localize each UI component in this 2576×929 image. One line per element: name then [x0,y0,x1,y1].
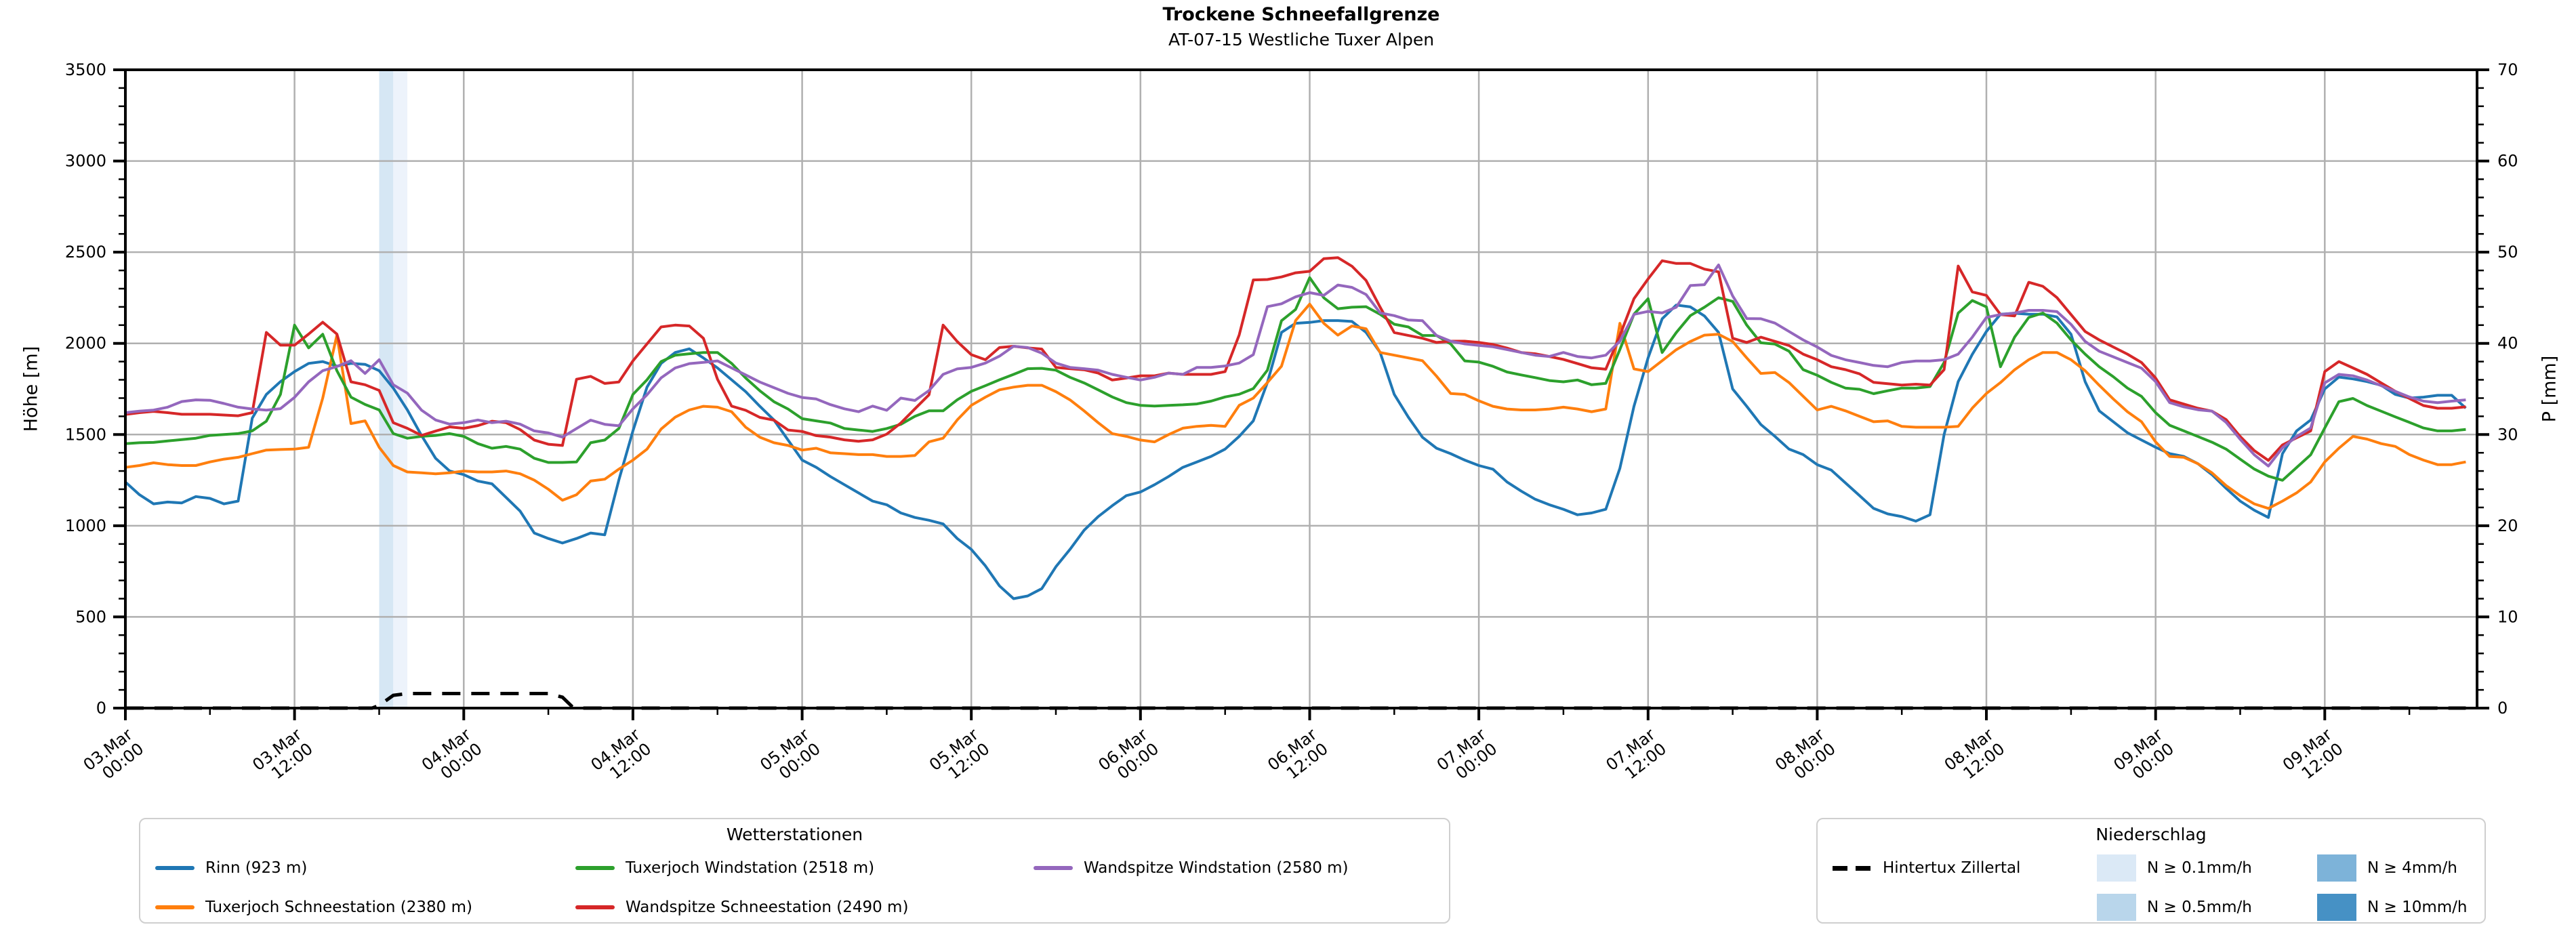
svg-text:03.Mar12:00: 03.Mar12:00 [249,725,316,789]
legend-item-label: N ≥ 0.1mm/h [2147,859,2252,877]
y-axis-label-right: P [mm] [2539,355,2560,423]
legend-patch-swatch [2097,854,2136,882]
y-axis-label-left: Höhe [m] [20,346,42,432]
tick-label-bottom: 07.Mar12:00 [1602,725,1670,789]
legend-item-label: N ≥ 10mm/h [2367,899,2468,916]
legend-line-swatch [1034,866,1073,870]
svg-text:06.Mar12:00: 06.Mar12:00 [1264,725,1332,789]
tick-label-right: 40 [2497,334,2518,353]
svg-text:05.Mar00:00: 05.Mar00:00 [756,725,824,789]
legend-line-swatch [155,905,195,909]
legend-niederschlag: Niederschlag Hintertux Zillertal N ≥ 0.1m… [1816,818,2486,924]
tick-label-left: 1500 [65,425,106,444]
tick-label-right: 20 [2497,516,2518,535]
series-tuxerjoch-windstation-2518-m- [125,276,2466,482]
series-wandspitze-schneestation-2490-m- [125,256,2466,462]
tick-label-bottom: 07.Mar00:00 [1433,725,1501,789]
legend-item-wandspitze-windstation-2580-m-: Wandspitze Windstation (2580 m) [1034,854,1349,882]
legend-item-rinn-923-m-: Rinn (923 m) [155,854,307,882]
chart-title: Trockene Schneefallgrenze [1162,4,1440,25]
legend-item-label: Tuxerjoch Schneestation (2380 m) [205,899,472,916]
plot-border [124,68,2478,709]
tick-label-right: 30 [2497,425,2518,444]
legend-dashed-line-swatch [1833,865,1872,871]
tick-label-bottom: 03.Mar00:00 [80,725,148,789]
series-tuxerjoch-schneestation-2380-m- [125,302,2466,510]
svg-text:09.Mar12:00: 09.Mar12:00 [2279,725,2347,789]
legend-patch-swatch [2317,854,2356,882]
svg-text:04.Mar12:00: 04.Mar12:00 [588,725,655,789]
tick-label-left: 2500 [65,243,106,262]
tick-label-left: 3000 [65,152,106,171]
tick-label-bottom: 09.Mar00:00 [2110,725,2178,789]
svg-text:05.Mar12:00: 05.Mar12:00 [926,725,994,789]
tick-label-bottom: 08.Mar12:00 [1941,725,2009,789]
tick-label-left: 500 [75,607,106,626]
chart-subtitle: AT-07-15 Westliche Tuxer Alpen [1168,30,1435,49]
legend-item-tuxerjoch-schneestation-2380-m-: Tuxerjoch Schneestation (2380 m) [155,894,472,921]
tick-label-bottom: 06.Mar00:00 [1095,725,1162,789]
tick-label-bottom: 04.Mar12:00 [588,725,655,789]
tick-label-left: 2000 [65,334,106,353]
svg-text:04.Mar00:00: 04.Mar00:00 [418,725,486,789]
tick-label-right: 0 [2497,699,2508,718]
series-wandspitze-windstation-2580-m- [125,264,2466,468]
tick-label-right: 70 [2497,60,2518,79]
legend-item-n-4mm-h: N ≥ 4mm/h [2317,854,2457,882]
legend-niederschlag-title: Niederschlag [2095,825,2207,844]
tick-label-left: 3500 [65,60,106,79]
legend-wetterstationen: Wetterstationen Rinn (923 m) Tuxerjoch Sc… [139,818,1450,924]
svg-text:03.Mar00:00: 03.Mar00:00 [80,725,148,789]
legend-wetterstationen-title: Wetterstationen [726,825,863,844]
legend-patch-swatch [2097,894,2136,921]
legend-line-swatch [575,905,615,909]
legend-patch-swatch [2317,894,2356,921]
series-hintertux-zillertal [125,692,2466,710]
legend-item-label: N ≥ 4mm/h [2367,859,2457,877]
tick-label-bottom: 04.Mar00:00 [418,725,486,789]
tick-label-bottom: 05.Mar12:00 [926,725,994,789]
tick-label-bottom: 05.Mar00:00 [756,725,824,789]
legend-item-label: Wandspitze Windstation (2580 m) [1084,859,1349,877]
legend-item-label: Rinn (923 m) [205,859,308,877]
legend-item-wandspitze-schneestation-2490-m-: Wandspitze Schneestation (2490 m) [575,894,908,921]
tick-label-bottom: 03.Mar12:00 [249,725,316,789]
tick-label-bottom: 06.Mar12:00 [1264,725,1332,789]
legend-item-label: Hintertux Zillertal [1883,859,2021,877]
tick-label-bottom: 08.Mar00:00 [1772,725,1839,789]
precip-band [379,70,394,708]
svg-text:09.Mar00:00: 09.Mar00:00 [2110,725,2178,789]
svg-text:08.Mar00:00: 08.Mar00:00 [1772,725,1839,789]
tick-label-left: 0 [96,699,106,718]
legend-item-label: Tuxerjoch Windstation (2518 m) [626,859,875,877]
legend-item-label: N ≥ 0.5mm/h [2147,899,2252,916]
legend-item-n-0-5mm-h: N ≥ 0.5mm/h [2097,894,2252,921]
legend-item-label: Wandspitze Schneestation (2490 m) [626,899,909,916]
legend-line-swatch [575,866,615,870]
legend-item-tuxerjoch-windstation-2518-m-: Tuxerjoch Windstation (2518 m) [575,854,874,882]
tick-label-right: 60 [2497,152,2518,171]
legend-item-n-0-1mm-h: N ≥ 0.1mm/h [2097,854,2252,882]
tick-label-right: 50 [2497,243,2518,262]
legend-item-n-10mm-h: N ≥ 10mm/h [2317,894,2468,921]
svg-text:07.Mar00:00: 07.Mar00:00 [1433,725,1501,789]
svg-text:08.Mar12:00: 08.Mar12:00 [1941,725,2009,789]
legend-line-swatch [155,866,195,870]
legend-item-hintertux-zillertal: Hintertux Zillertal [1833,854,2020,882]
tick-label-left: 1000 [65,516,106,535]
svg-text:06.Mar00:00: 06.Mar00:00 [1095,725,1162,789]
svg-text:07.Mar12:00: 07.Mar12:00 [1602,725,1670,789]
tick-label-bottom: 09.Mar12:00 [2279,725,2347,789]
tick-label-right: 10 [2497,607,2518,626]
